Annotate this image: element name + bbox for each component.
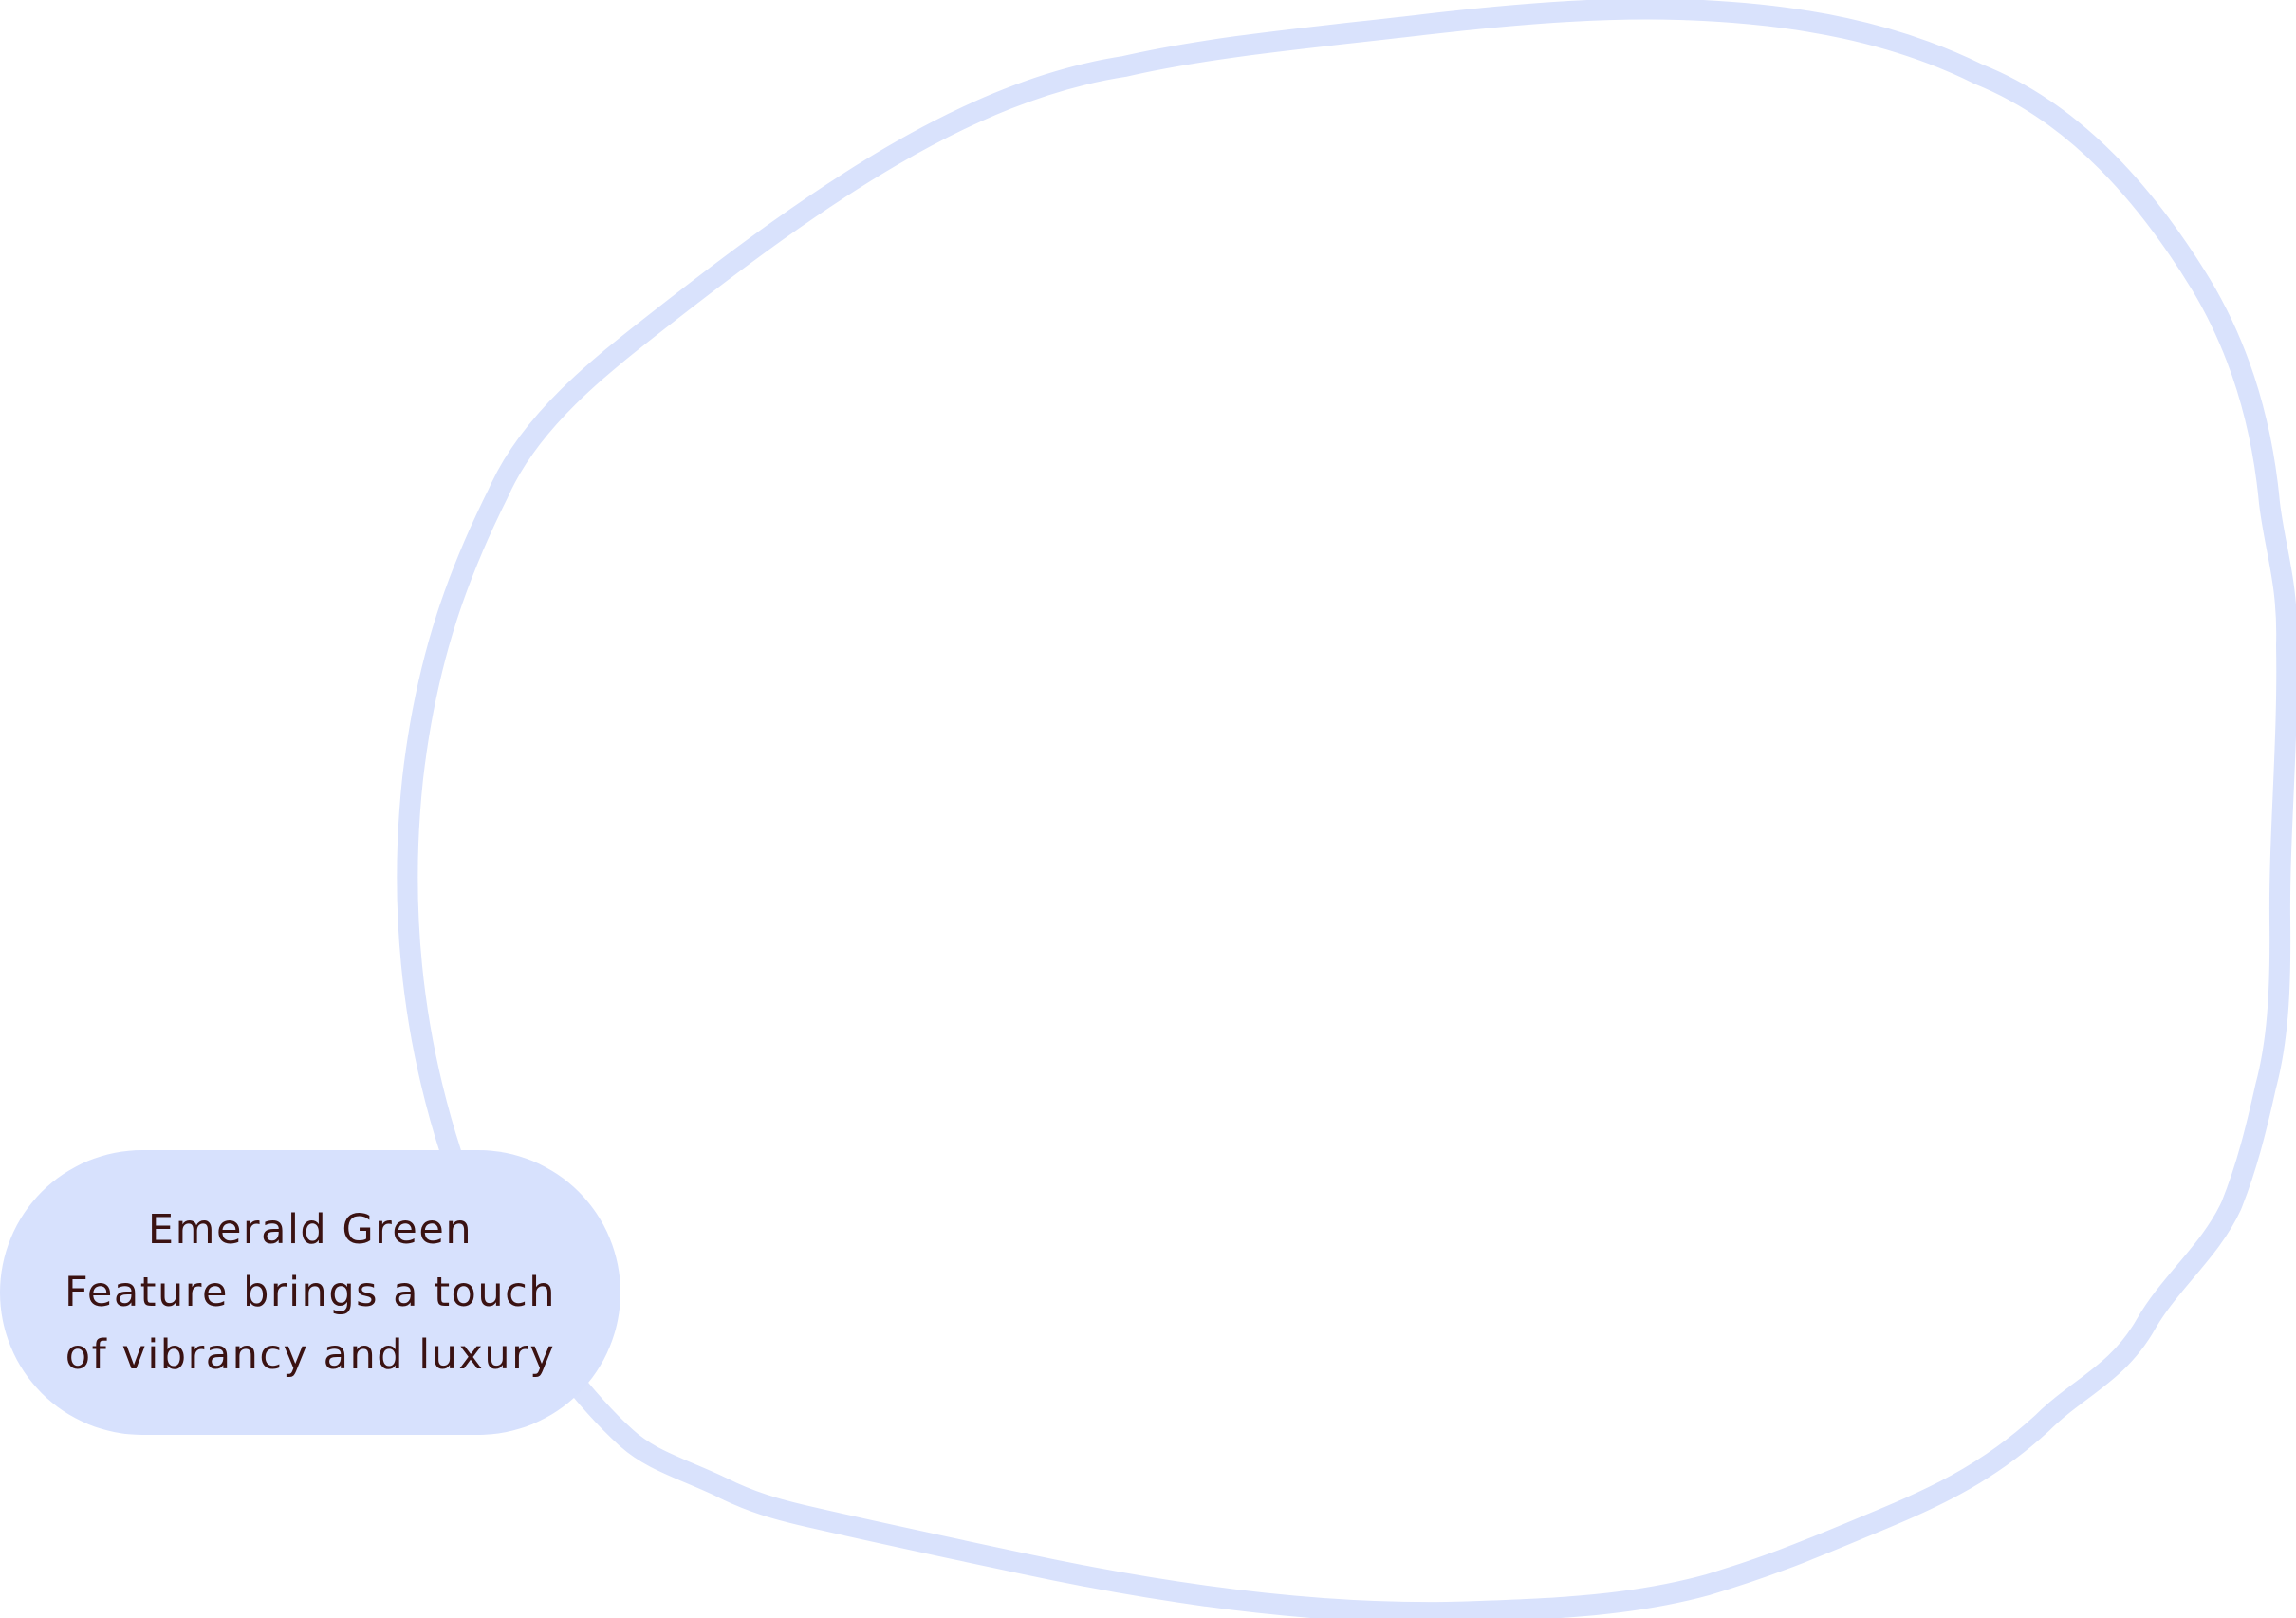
region-outline-shape (397, 0, 2296, 1618)
label-text: Emerald Green Feature brings a touch of … (65, 1199, 556, 1386)
label-line-1: Emerald Green (147, 1206, 473, 1254)
label-line-2: Feature brings a touch (64, 1269, 557, 1316)
label-pill: Emerald Green Feature brings a touch of … (0, 1150, 620, 1435)
label-line-3: of vibrancy and luxury (65, 1331, 556, 1379)
